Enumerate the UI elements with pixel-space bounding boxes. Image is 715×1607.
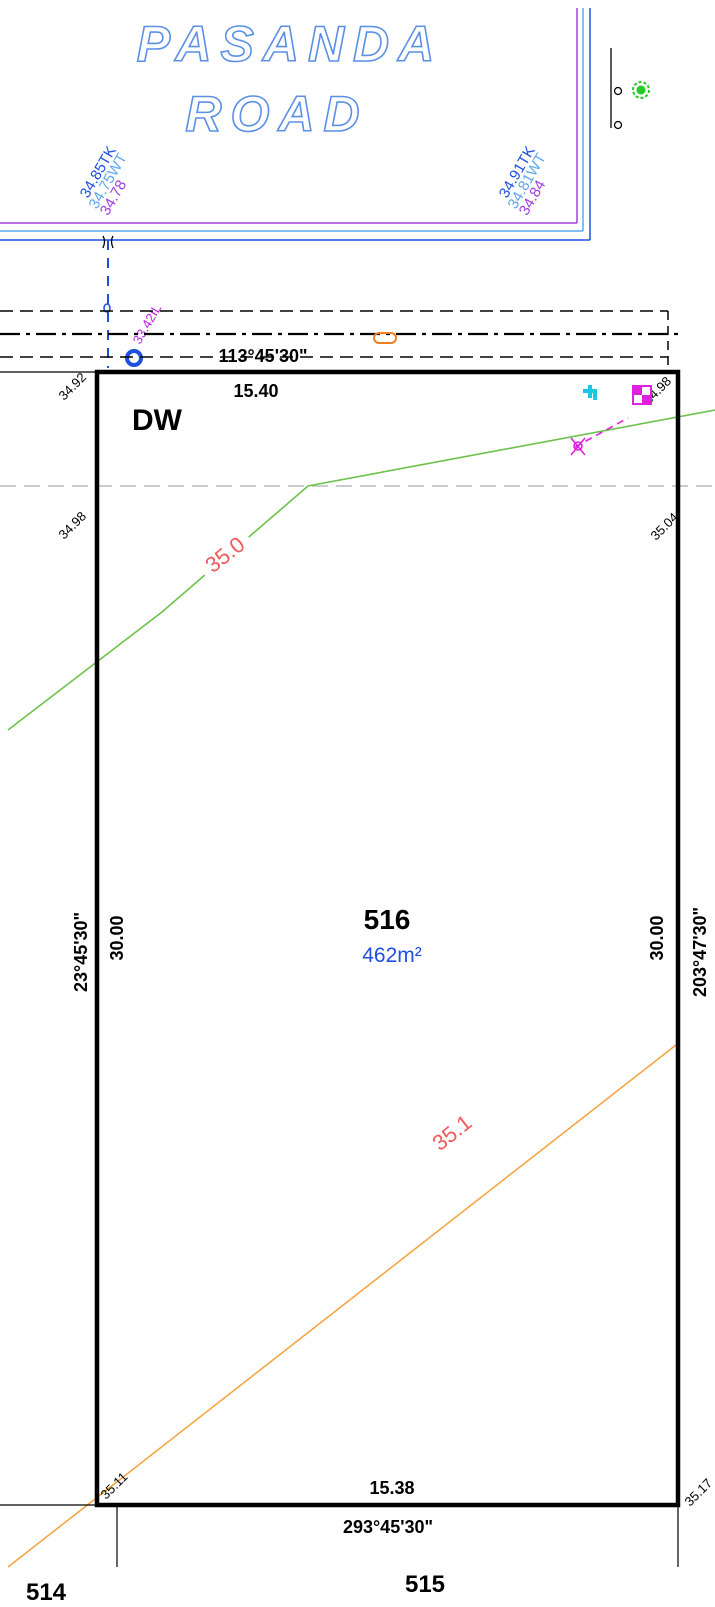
adjoining-boundaries bbox=[0, 371, 679, 1567]
driveway-label: DW bbox=[132, 404, 183, 437]
level-corner-bl: 35.11 bbox=[98, 1469, 131, 1502]
sewer-inspection-point-icon bbox=[125, 349, 143, 367]
level-corner-br: 35.17 bbox=[682, 1476, 715, 1510]
right-bearing: 203°47'30" bbox=[690, 907, 710, 997]
green-marker-icon bbox=[632, 81, 650, 99]
neighbour-lot-left: 514 bbox=[26, 1579, 67, 1606]
nbn-pit-icon bbox=[632, 385, 652, 405]
pipe-marker-icon bbox=[373, 332, 397, 344]
contour-35-1 bbox=[7, 1044, 677, 1568]
invert-level: 33.42IL bbox=[130, 301, 165, 346]
road-name-line2: ROAD bbox=[185, 86, 368, 142]
road-name: PASANDA ROAD bbox=[136, 15, 444, 143]
sewer-connection bbox=[102, 235, 143, 368]
road-kerb-lines bbox=[0, 8, 591, 241]
easement-lines bbox=[0, 310, 682, 372]
lot-number: 516 bbox=[364, 904, 411, 935]
lot-area: 462m² bbox=[362, 944, 422, 967]
service-pit-markers bbox=[610, 48, 623, 130]
water-tap-icon bbox=[583, 385, 597, 400]
level-corner-tl: 34.92 bbox=[56, 370, 90, 404]
magenta-service-line bbox=[570, 417, 629, 456]
right-length: 30.00 bbox=[647, 915, 667, 960]
front-bearing: 113°45'30" bbox=[218, 346, 307, 366]
contour-35-0 bbox=[7, 409, 715, 731]
rear-length: 15.38 bbox=[369, 1478, 414, 1498]
left-bearing: 23°45'30" bbox=[71, 912, 91, 992]
front-length: 15.40 bbox=[233, 381, 278, 401]
rear-bearing: 293°45'30" bbox=[343, 1517, 433, 1537]
left-length: 30.00 bbox=[107, 915, 127, 960]
levels-right: 34.91TK 34.81WT 34.84 bbox=[496, 143, 550, 218]
road-name-line1: PASANDA bbox=[137, 16, 444, 72]
neighbour-lot-bottom: 515 bbox=[405, 1571, 445, 1598]
lot-boundary bbox=[94, 369, 681, 1508]
levels-left: 34.85TK 34.75WT 34.78 bbox=[77, 143, 131, 218]
level-mid-left: 34.98 bbox=[56, 509, 90, 543]
